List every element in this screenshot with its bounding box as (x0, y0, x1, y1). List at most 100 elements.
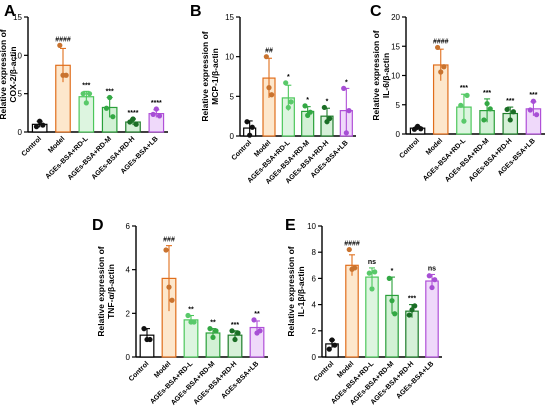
data-point (386, 275, 392, 281)
significance-label: *** (82, 82, 90, 89)
data-point (166, 284, 172, 290)
data-point (147, 336, 153, 343)
significance-label: **** (128, 110, 139, 117)
data-point (163, 247, 169, 253)
data-point (412, 303, 418, 309)
data-point (346, 246, 352, 253)
category-label: Control (231, 139, 254, 162)
y-axis-label: Relative expression of (200, 31, 210, 121)
y-tick-label: 5 (396, 101, 401, 110)
data-point (432, 277, 438, 283)
data-point (141, 326, 147, 332)
y-tick-label: 10 (13, 51, 22, 60)
data-point (244, 119, 250, 125)
category-label: AGEs-BSA+LB (310, 139, 350, 179)
category-label: Model (336, 360, 355, 379)
y-tick-label: 8 (312, 248, 317, 257)
panel-letter: C (370, 3, 382, 20)
data-point (487, 106, 493, 112)
data-point (249, 124, 255, 130)
data-point (269, 92, 275, 98)
data-point (332, 342, 338, 348)
y-tick-label: 0 (396, 130, 401, 139)
data-point (406, 312, 412, 318)
bar (425, 280, 439, 358)
category-label: Control (313, 360, 336, 383)
data-point (266, 85, 272, 91)
significance-label: ## (265, 48, 273, 55)
significance-label: *** (529, 92, 537, 99)
significance-label: * (287, 74, 290, 81)
significance-label: ### (163, 237, 175, 244)
y-axis-label: TNF-α/β-actin (106, 264, 116, 319)
y-axis-label: Relative expression of (96, 246, 106, 336)
data-point (441, 64, 447, 70)
panel-C: C Relative expression of IL-6/β-actin 0 5 10 1… (370, 3, 545, 184)
data-point (103, 105, 110, 111)
data-point (321, 104, 327, 111)
data-point (33, 124, 40, 130)
category-label: AGEs-BSA+RD-M (67, 135, 113, 181)
data-point (352, 265, 358, 271)
y-tick-label: 6 (126, 222, 131, 231)
y-axis-label: COX-2/β-actin (8, 46, 18, 102)
y-tick-label: 0 (230, 132, 235, 141)
bar (405, 310, 419, 358)
significance-label: ** (254, 311, 260, 318)
category-label: Control (21, 135, 44, 158)
significance-label: * (326, 98, 329, 105)
significance-label: #### (344, 241, 360, 248)
y-tick-label: 0 (312, 353, 317, 362)
y-tick-label: 4 (312, 301, 317, 310)
data-point (426, 273, 432, 279)
data-point (458, 102, 464, 108)
data-point (156, 113, 163, 119)
significance-label: * (391, 268, 394, 275)
data-point (232, 336, 238, 343)
category-label: Model (47, 135, 66, 154)
data-point (130, 116, 136, 122)
panel-letter: A (4, 3, 16, 20)
data-point (57, 42, 63, 48)
category-label: Model (425, 137, 444, 156)
data-point (326, 346, 332, 352)
significance-label: *** (231, 322, 239, 329)
data-point (504, 106, 510, 113)
data-point (40, 122, 46, 128)
data-point (150, 111, 156, 117)
data-point (461, 118, 467, 124)
data-point (327, 115, 333, 122)
significance-label: *** (506, 98, 514, 105)
y-tick-label: 20 (391, 13, 400, 22)
data-point (434, 44, 441, 51)
data-point (257, 328, 263, 334)
category-label: AGEs-BSA+LB (395, 360, 435, 400)
data-point (484, 100, 490, 107)
y-tick-label: 2 (312, 327, 317, 336)
y-axis-label: IL-1β/β-actin (296, 266, 306, 317)
category-label: Control (128, 360, 151, 383)
data-point (133, 121, 139, 127)
data-point (210, 334, 216, 340)
data-point (409, 307, 415, 313)
data-point (63, 72, 69, 78)
panel-E: E Relative expression of IL-1β/β-actin 0 2 4 6… (285, 217, 442, 407)
data-point (288, 99, 294, 105)
data-point (107, 94, 113, 101)
category-label: Model (153, 360, 172, 379)
data-point (229, 328, 235, 334)
category-label: AGEs-BSA+RD-L (422, 137, 468, 183)
significance-label: **** (151, 100, 162, 107)
y-tick-label: 5 (230, 92, 235, 101)
significance-label: *** (460, 85, 468, 92)
significance-label: *** (408, 296, 416, 303)
data-point (392, 311, 398, 317)
y-tick-label: 4 (126, 266, 131, 275)
y-tick-label: 10 (307, 222, 316, 231)
y-tick-label: 0 (18, 128, 23, 137)
y-tick-label: 5 (18, 90, 23, 99)
data-point (302, 103, 308, 109)
y-axis-label: Relative expression of (286, 246, 296, 336)
data-point (366, 270, 372, 276)
